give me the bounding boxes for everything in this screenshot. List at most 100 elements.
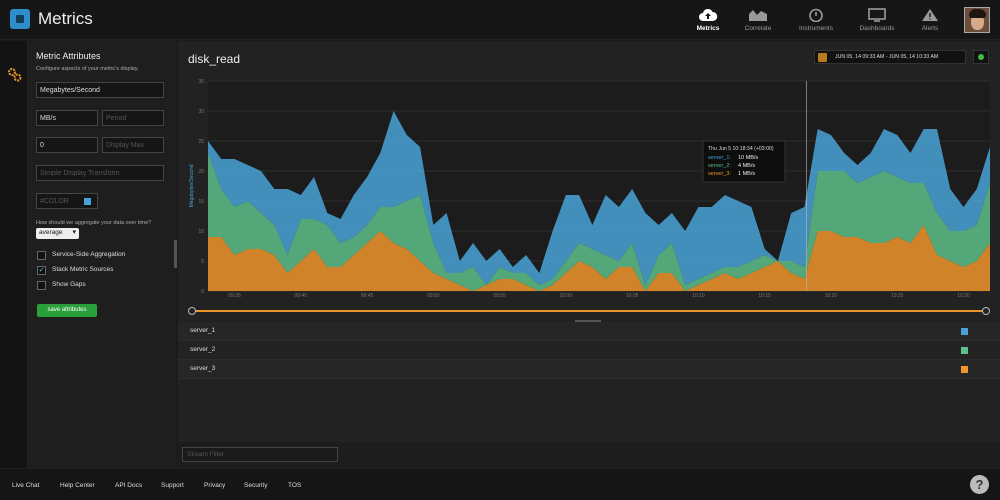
legend-label: server_2 — [190, 346, 216, 353]
tooltip-time: Thu Jun 5 10:18:34 (+03:00) — [708, 146, 774, 152]
display-max-input[interactable]: Display Max — [102, 137, 164, 153]
live-indicator-icon — [978, 54, 984, 60]
tooltip-series-value: 1 MB/s — [738, 171, 755, 177]
tooltip-series-label: server_3: — [708, 171, 731, 177]
tooltip-box — [702, 140, 786, 183]
x-tick-label: 10:15 — [758, 293, 771, 299]
legend-resize-handle[interactable] — [575, 320, 601, 322]
calendar-icon — [818, 53, 827, 62]
legend: server_1 server_2 server_3 — [178, 322, 1000, 379]
aggregate-select[interactable]: average — [36, 228, 79, 239]
checkbox-label: Service-Side Aggregation — [52, 251, 126, 258]
nav-instruments[interactable]: Instruments — [784, 0, 848, 40]
tooltip-series-label: server_2: — [708, 163, 731, 169]
nav-label: Metrics — [696, 25, 720, 32]
x-tick-label: 10:30 — [957, 293, 970, 299]
nav-metrics[interactable]: Metrics — [676, 0, 740, 40]
legend-row-server-3[interactable]: server_3 — [178, 360, 1000, 379]
series-area-server-1[interactable] — [208, 111, 990, 285]
panel-subtitle: Configure aspects of your metric's displ… — [36, 66, 139, 72]
footer-link-support[interactable]: Support — [161, 482, 184, 489]
y-axis-label: Megabytes/Second — [189, 164, 195, 207]
x-tick-label: 09:40 — [295, 293, 308, 299]
service-side-aggregation-checkbox[interactable] — [37, 251, 46, 260]
checkbox-label: Show Gaps — [52, 281, 86, 288]
display-min-input[interactable]: 0 — [36, 137, 98, 153]
gears-icon[interactable] — [7, 67, 22, 82]
stream-filter-input[interactable]: Stream Filter — [182, 447, 338, 462]
x-tick-label: 09:55 — [493, 293, 506, 299]
legend-swatch — [961, 366, 968, 373]
color-swatch[interactable] — [84, 198, 91, 205]
tooltip-series-label: server_1: — [708, 155, 731, 161]
stack-metric-sources-checkbox[interactable]: ✓ — [37, 266, 46, 275]
correlate-icon — [749, 10, 767, 21]
live-toggle[interactable] — [973, 50, 989, 64]
footer-link-privacy[interactable]: Privacy — [204, 482, 226, 489]
cloud-upload-icon — [699, 8, 718, 21]
left-rail — [0, 41, 28, 468]
panel-title: Metric Attributes — [36, 51, 101, 61]
save-attributes-button[interactable]: save attributes — [37, 304, 97, 317]
legend-swatch — [961, 347, 968, 354]
footer-link-help-center[interactable]: Help Center — [60, 482, 95, 489]
range-slider-handle-right[interactable] — [982, 307, 990, 315]
x-tick-label: 10:10 — [692, 293, 705, 299]
logo-icon[interactable] — [10, 9, 30, 29]
tooltip-series-value: 10 MB/s — [738, 155, 758, 161]
y-tick-label: 0 — [201, 289, 204, 295]
x-tick-label: 09:50 — [427, 293, 440, 299]
footer: Live Chat Help Center API Docs Support P… — [0, 468, 1000, 500]
nav-label: Instruments — [799, 25, 833, 32]
y-tick-label: 10 — [198, 229, 204, 235]
nav-label: Correlate — [744, 25, 772, 32]
show-gaps-checkbox[interactable] — [37, 281, 46, 290]
y-tick-label: 15 — [198, 199, 204, 205]
legend-row-server-1[interactable]: server_1 — [178, 322, 1000, 341]
checkbox-label: Stack Metric Sources — [52, 266, 114, 273]
date-range-picker[interactable]: JUN 05, 14 09:33 AM - JUN 05, 14 10:33 A… — [814, 50, 966, 64]
y-tick-label: 20 — [198, 169, 204, 175]
app-title: Metrics — [38, 9, 93, 28]
y-tick-label: 30 — [198, 109, 204, 115]
nav-alerts[interactable]: Alerts — [898, 0, 962, 40]
x-tick-label: 10:25 — [891, 293, 904, 299]
x-tick-label: 10:05 — [626, 293, 639, 299]
footer-link-tos[interactable]: TOS — [288, 482, 302, 489]
x-tick-label: 10:20 — [825, 293, 838, 299]
chart-title: disk_read — [188, 52, 241, 66]
footer-link-api-docs[interactable]: API Docs — [115, 482, 143, 489]
series-area-server-3[interactable] — [208, 225, 990, 291]
help-icon[interactable]: ? — [970, 475, 989, 494]
date-range-text: JUN 05, 14 09:33 AM - JUN 05, 14 10:33 A… — [835, 54, 939, 60]
avatar[interactable] — [964, 7, 990, 33]
series-area-server-2[interactable] — [208, 153, 990, 291]
stopwatch-icon — [809, 8, 823, 22]
color-input[interactable]: #COLOR — [36, 193, 98, 209]
stacked-area-chart[interactable]: 0 5 10 15 20 25 30 35 09:35 09:40 09:45 09:50 09:55 1… — [178, 71, 1000, 319]
chart-panel: disk_read JUN 05, 14 09:33 AM - JUN 05, … — [178, 41, 1000, 468]
warning-icon — [922, 9, 938, 21]
display-units-short-input[interactable]: MB/s — [36, 110, 98, 126]
nav-dashboards[interactable]: Dashboards — [845, 0, 909, 40]
top-bar: Metrics Metrics Correlate Instruments Da… — [0, 0, 1000, 40]
display-units-long-input[interactable]: Megabytes/Second — [36, 82, 164, 98]
legend-row-server-2[interactable]: server_2 — [178, 341, 1000, 360]
legend-label: server_1 — [190, 327, 216, 334]
range-slider-handle-left[interactable] — [188, 307, 196, 315]
legend-swatch — [961, 328, 968, 335]
display-transform-input[interactable]: Simple Display Transform — [36, 165, 164, 181]
period-input[interactable]: Period — [102, 110, 164, 126]
y-tick-label: 35 — [198, 79, 204, 85]
x-tick-label: 09:45 — [361, 293, 374, 299]
nav-correlate[interactable]: Correlate — [726, 0, 790, 40]
panel-resize-handle[interactable] — [174, 240, 177, 268]
aggregate-question: How should we aggregate your data over t… — [36, 220, 152, 226]
footer-link-security[interactable]: Security — [244, 482, 268, 489]
monitor-icon — [868, 8, 886, 22]
y-tick-label: 25 — [198, 139, 204, 145]
tooltip-series-value: 4 MB/s — [738, 163, 755, 169]
nav-label: Alerts — [921, 25, 939, 32]
x-tick-label: 10:00 — [560, 293, 573, 299]
footer-link-live-chat[interactable]: Live Chat — [12, 482, 40, 489]
